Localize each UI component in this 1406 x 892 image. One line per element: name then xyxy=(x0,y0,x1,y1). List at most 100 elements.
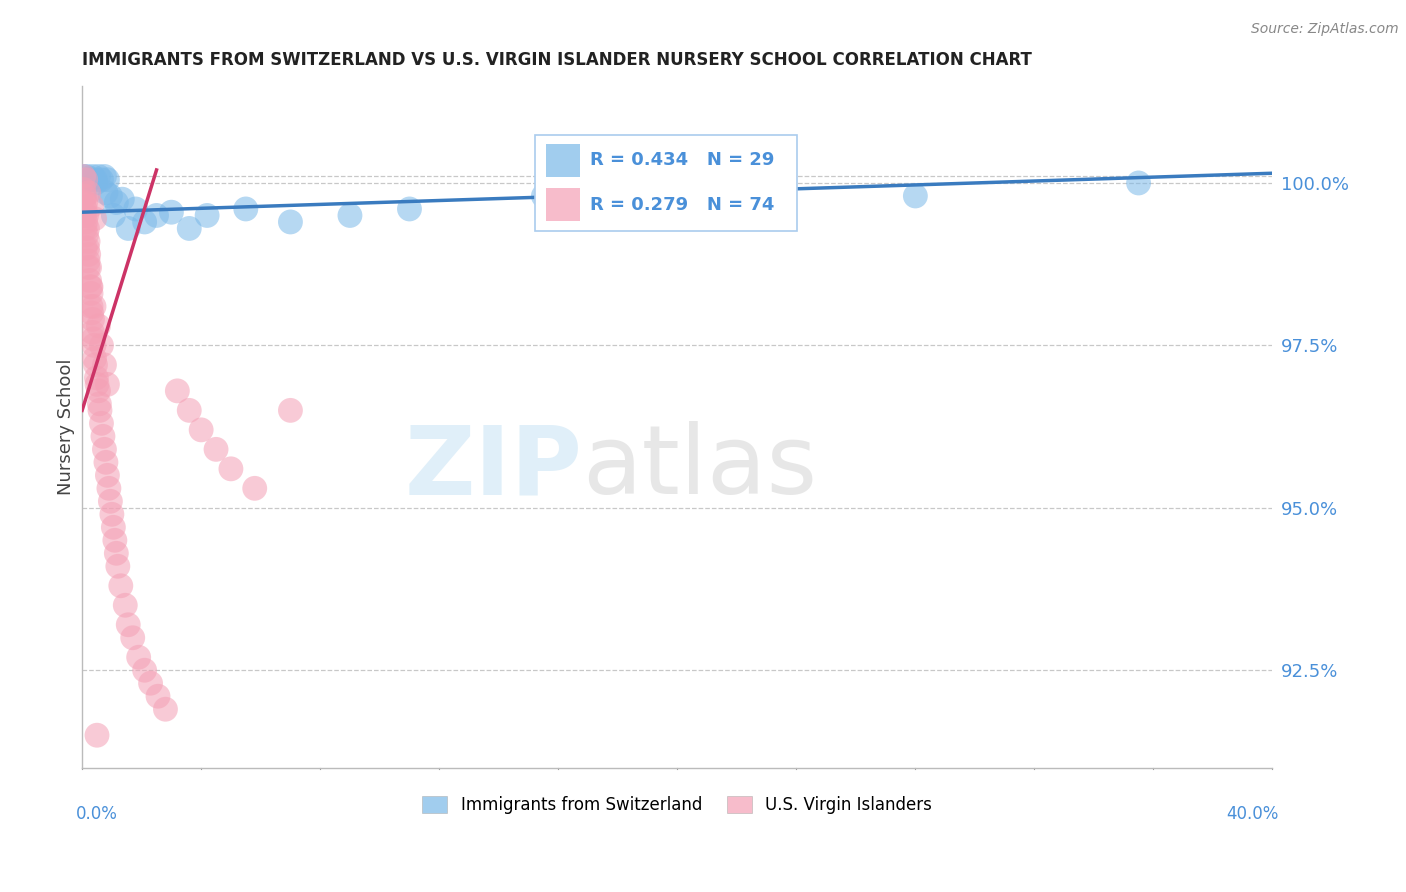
Point xyxy=(96,377,118,392)
Point xyxy=(75,221,97,235)
Point xyxy=(82,169,104,184)
Point xyxy=(93,358,115,372)
Point xyxy=(82,332,104,346)
Point xyxy=(75,195,97,210)
Point xyxy=(90,417,112,431)
FancyBboxPatch shape xyxy=(536,135,797,231)
Point xyxy=(219,462,242,476)
Point xyxy=(84,176,107,190)
Text: R = 0.279   N = 74: R = 0.279 N = 74 xyxy=(591,195,775,214)
Point xyxy=(79,273,101,287)
Point xyxy=(114,599,136,613)
Point xyxy=(100,189,122,203)
Point xyxy=(531,189,554,203)
Point xyxy=(86,728,108,742)
Point xyxy=(339,209,361,223)
Point xyxy=(79,280,101,294)
Point xyxy=(398,202,420,216)
Point xyxy=(79,172,101,186)
Point xyxy=(155,702,177,716)
Point xyxy=(166,384,188,398)
Point xyxy=(97,481,120,495)
Point xyxy=(83,351,105,366)
Point xyxy=(104,533,127,548)
Point xyxy=(90,172,112,186)
Point xyxy=(77,186,100,200)
Point xyxy=(73,189,96,203)
Point xyxy=(80,286,103,301)
Point xyxy=(1128,176,1150,190)
Point xyxy=(86,377,108,392)
Point xyxy=(76,209,98,223)
Point xyxy=(84,358,107,372)
Point xyxy=(139,676,162,690)
Bar xyxy=(546,188,579,221)
Bar xyxy=(546,145,579,177)
Point xyxy=(77,260,100,275)
Point xyxy=(93,169,115,184)
Point xyxy=(90,338,112,352)
Point xyxy=(75,202,97,216)
Point xyxy=(103,520,125,534)
Point xyxy=(77,254,100,268)
Point xyxy=(94,455,117,469)
Point xyxy=(83,300,105,314)
Text: IMMIGRANTS FROM SWITZERLAND VS U.S. VIRGIN ISLANDER NURSERY SCHOOL CORRELATION C: IMMIGRANTS FROM SWITZERLAND VS U.S. VIRG… xyxy=(82,51,1032,69)
Point xyxy=(111,192,134,206)
Point xyxy=(105,546,128,560)
Point xyxy=(89,403,111,417)
Point xyxy=(128,650,150,665)
Point xyxy=(80,300,103,314)
Text: 40.0%: 40.0% xyxy=(1226,805,1278,823)
Point xyxy=(87,318,110,333)
Point xyxy=(72,195,94,210)
Point xyxy=(83,338,105,352)
Point xyxy=(84,172,107,186)
Point xyxy=(87,384,110,398)
Point xyxy=(904,189,927,203)
Point xyxy=(77,235,100,249)
Point xyxy=(80,280,103,294)
Point xyxy=(179,221,201,235)
Point xyxy=(96,468,118,483)
Point xyxy=(243,481,266,495)
Point xyxy=(100,494,122,508)
Text: ZIP: ZIP xyxy=(404,421,582,514)
Point xyxy=(134,663,156,677)
Point xyxy=(76,221,98,235)
Point xyxy=(76,241,98,255)
Point xyxy=(72,169,94,184)
Point xyxy=(82,326,104,340)
Point xyxy=(75,241,97,255)
Point xyxy=(89,397,111,411)
Point xyxy=(134,215,156,229)
Point xyxy=(91,429,114,443)
Point xyxy=(117,617,139,632)
Point xyxy=(105,195,128,210)
Point xyxy=(83,211,105,226)
Point xyxy=(205,442,228,457)
Point xyxy=(93,442,115,457)
Point xyxy=(87,169,110,184)
Point xyxy=(160,205,183,219)
Point xyxy=(195,209,218,223)
Text: atlas: atlas xyxy=(582,421,817,514)
Point xyxy=(117,221,139,235)
Text: 0.0%: 0.0% xyxy=(76,805,118,823)
Point xyxy=(80,306,103,320)
Point xyxy=(103,209,125,223)
Point xyxy=(80,199,103,213)
Y-axis label: Nursery School: Nursery School xyxy=(58,359,75,495)
Point xyxy=(280,215,302,229)
Legend: Immigrants from Switzerland, U.S. Virgin Islanders: Immigrants from Switzerland, U.S. Virgin… xyxy=(416,789,939,821)
Point xyxy=(76,169,98,184)
Point xyxy=(146,690,169,704)
Point xyxy=(75,172,97,186)
Point xyxy=(82,312,104,326)
Point xyxy=(72,182,94,196)
Point xyxy=(125,202,148,216)
Text: R = 0.434   N = 29: R = 0.434 N = 29 xyxy=(591,152,775,169)
Point xyxy=(96,172,118,186)
Point xyxy=(190,423,212,437)
Point xyxy=(107,559,129,574)
